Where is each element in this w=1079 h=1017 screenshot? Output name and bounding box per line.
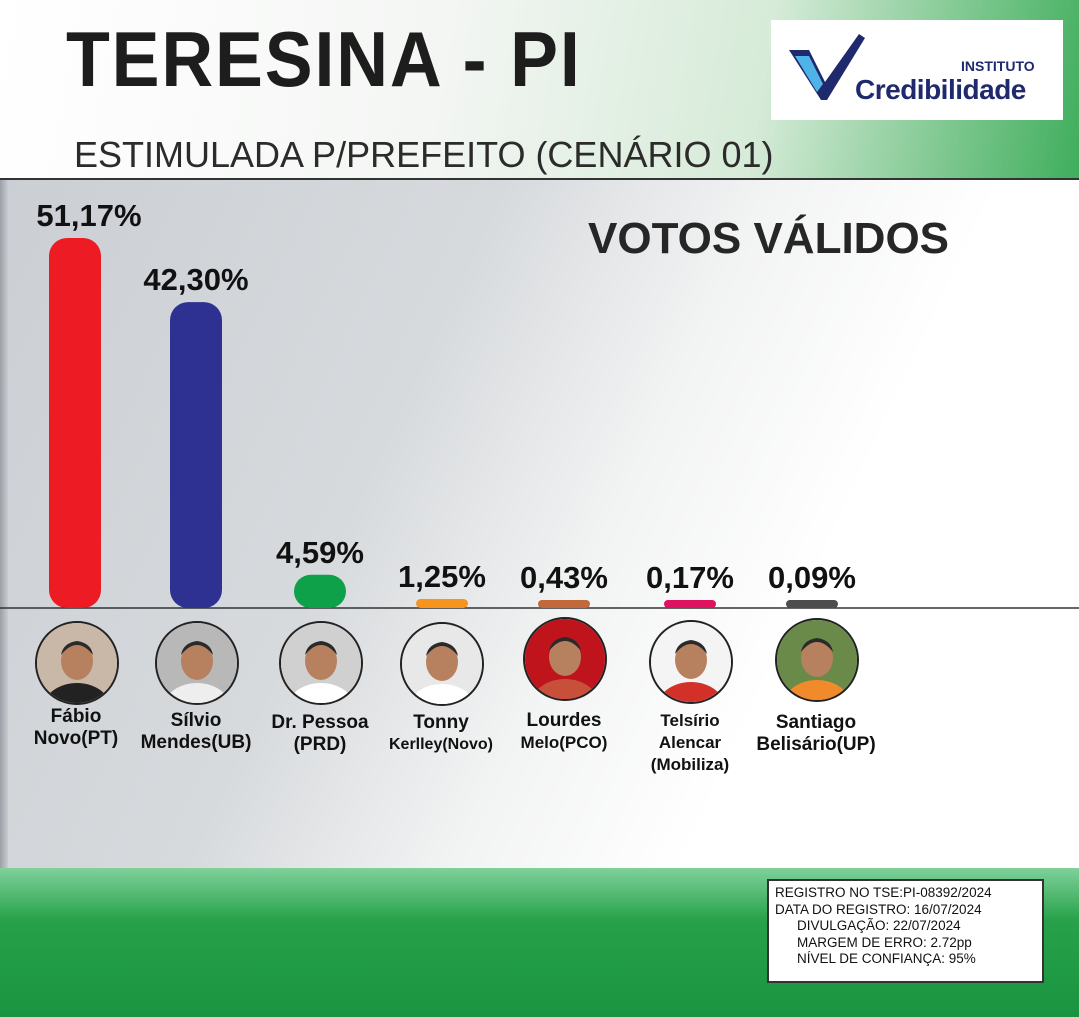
candidate-photo-2 xyxy=(279,621,363,705)
candidate-name-1: Sílvio Mendes(UB) xyxy=(116,710,276,754)
person-icon xyxy=(37,623,117,703)
bar-2 xyxy=(294,574,346,608)
logo-credibilidade-text: Credibilidade xyxy=(855,74,1026,105)
candidate-name-line-1: Dr. Pessoa xyxy=(271,712,369,733)
candidate-photo-6 xyxy=(775,618,859,702)
registry-box: REGISTRO NO TSE:PI-08392/2024 DATA DO RE… xyxy=(767,879,1044,983)
candidate-name-5: Telsírio Alencar (Mobiliza) xyxy=(610,710,770,776)
bar-value-label-2: 4,59% xyxy=(276,535,364,570)
candidate-photo-1 xyxy=(155,621,239,705)
check-mark-icon xyxy=(789,34,865,100)
registry-margin: MARGEM DE ERRO: 2.72pp xyxy=(797,934,972,950)
chart-subtitle: ESTIMULADA P/PREFEITO (CENÁRIO 01) xyxy=(74,134,774,175)
bar-1 xyxy=(170,302,222,608)
institute-logo: INSTITUTO Credibilidade xyxy=(771,20,1063,120)
person-icon xyxy=(777,620,857,700)
registry-tse: REGISTRO NO TSE:PI-08392/2024 xyxy=(775,885,992,900)
candidate-photo-5 xyxy=(649,620,733,704)
left-edge-stripe xyxy=(0,180,8,870)
person-icon xyxy=(281,623,361,703)
bar-value-label-3: 1,25% xyxy=(398,559,486,594)
bar-3 xyxy=(416,598,468,608)
registry-confidence: NÍVEL DE CONFIANÇA: 95% xyxy=(797,951,976,966)
bar-value-label-5: 0,17% xyxy=(646,560,734,595)
logo-instituto-text: INSTITUTO xyxy=(961,58,1035,74)
candidate-name-line-1: Santiago xyxy=(775,712,857,733)
registry-date: DATA DO REGISTRO: 16/07/2024 xyxy=(775,901,982,917)
candidate-name-line-2: Kerlley(Novo) xyxy=(388,736,494,753)
candidate-name-line-1: Lourdes xyxy=(526,710,602,731)
bar-0 xyxy=(49,238,101,608)
candidate-name-line-2: Mendes(UB) xyxy=(140,732,252,753)
candidate-name-0: Fábio Novo(PT) xyxy=(0,706,156,750)
header-divider xyxy=(0,178,1079,180)
candidate-name-line-1: Fábio xyxy=(50,706,102,727)
chart-section-label: VOTOS VÁLIDOS xyxy=(588,214,950,263)
person-icon xyxy=(157,623,237,703)
candidate-name-line-2: Melo(PCO) xyxy=(520,733,608,752)
candidate-photo-3 xyxy=(400,622,484,706)
bar-value-label-1: 42,30% xyxy=(143,262,248,297)
person-icon xyxy=(402,624,482,704)
candidate-name-3: Tonny Kerlley(Novo) xyxy=(361,712,521,756)
candidate-name-line-1: Sílvio xyxy=(170,710,222,731)
bar-4 xyxy=(538,600,590,608)
bar-value-label-0: 51,17% xyxy=(36,198,141,233)
bar-6 xyxy=(786,600,838,608)
candidate-name-line-2: Alencar xyxy=(658,733,722,752)
candidate-photo-0 xyxy=(35,621,119,705)
candidate-name-line-1: Tonny xyxy=(413,712,469,733)
person-icon xyxy=(525,619,605,699)
candidate-name-6: Santiago Belisário(UP) xyxy=(736,712,896,756)
candidate-name-line-2: Novo(PT) xyxy=(33,728,119,749)
candidate-name-line-3: (Mobiliza) xyxy=(650,755,730,774)
candidate-name-2: Dr. Pessoa (PRD) xyxy=(240,712,400,756)
candidate-name-line-2: (PRD) xyxy=(293,734,347,755)
candidate-name-line-1: Telsírio xyxy=(660,711,720,730)
bar-value-label-4: 0,43% xyxy=(520,560,608,595)
candidate-name-line-2: Belisário(UP) xyxy=(756,734,876,755)
page-title: TERESINA - PI xyxy=(66,15,582,103)
person-icon xyxy=(651,622,731,702)
registry-release: DIVULGAÇÃO: 22/07/2024 xyxy=(797,918,961,933)
candidate-name-4: Lourdes Melo(PCO) xyxy=(484,710,644,754)
bar-5 xyxy=(664,600,716,608)
candidate-photo-4 xyxy=(523,617,607,701)
bar-value-label-6: 0,09% xyxy=(768,560,856,595)
bar-chart: 51,17%42,30% 4,59% 1,25% 0,43% 0,17% 0,09% xyxy=(0,198,1079,609)
